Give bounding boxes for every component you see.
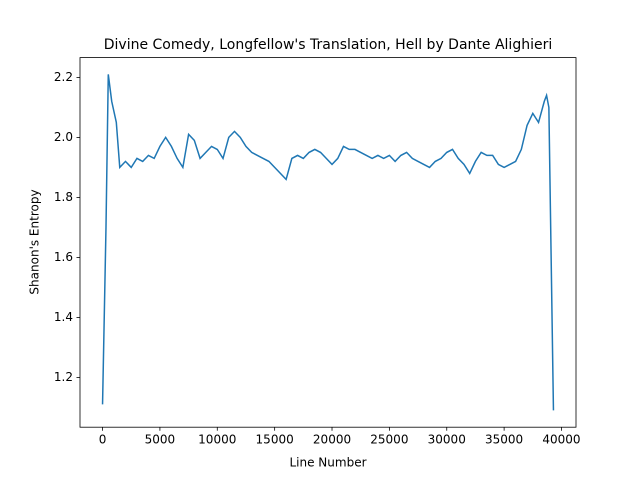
x-axis-label: Line Number	[289, 456, 366, 470]
y-axis-label: Shanon's Entropy	[28, 189, 42, 294]
chart-title: Divine Comedy, Longfellow's Translation,…	[104, 37, 552, 53]
x-tick-label: 40000	[542, 433, 580, 447]
x-tick-label: 5000	[145, 433, 176, 447]
x-tick-label: 10000	[198, 433, 236, 447]
x-tick-label: 30000	[428, 433, 466, 447]
axes-frame	[79, 57, 577, 428]
x-tick-label: 15000	[256, 433, 294, 447]
y-tick-label: 1.8	[54, 190, 73, 204]
y-tick-label: 1.4	[54, 310, 73, 324]
x-tick-label: 0	[99, 433, 107, 447]
y-tick-label: 2.2	[54, 70, 73, 84]
x-tick-label: 20000	[313, 433, 351, 447]
x-tick-label: 35000	[485, 433, 523, 447]
data-line	[101, 74, 555, 411]
y-tick-label: 1.2	[54, 370, 73, 384]
y-tick-label: 2.0	[54, 130, 73, 144]
y-tick-label: 1.6	[54, 250, 73, 264]
x-tick-label: 25000	[370, 433, 408, 447]
